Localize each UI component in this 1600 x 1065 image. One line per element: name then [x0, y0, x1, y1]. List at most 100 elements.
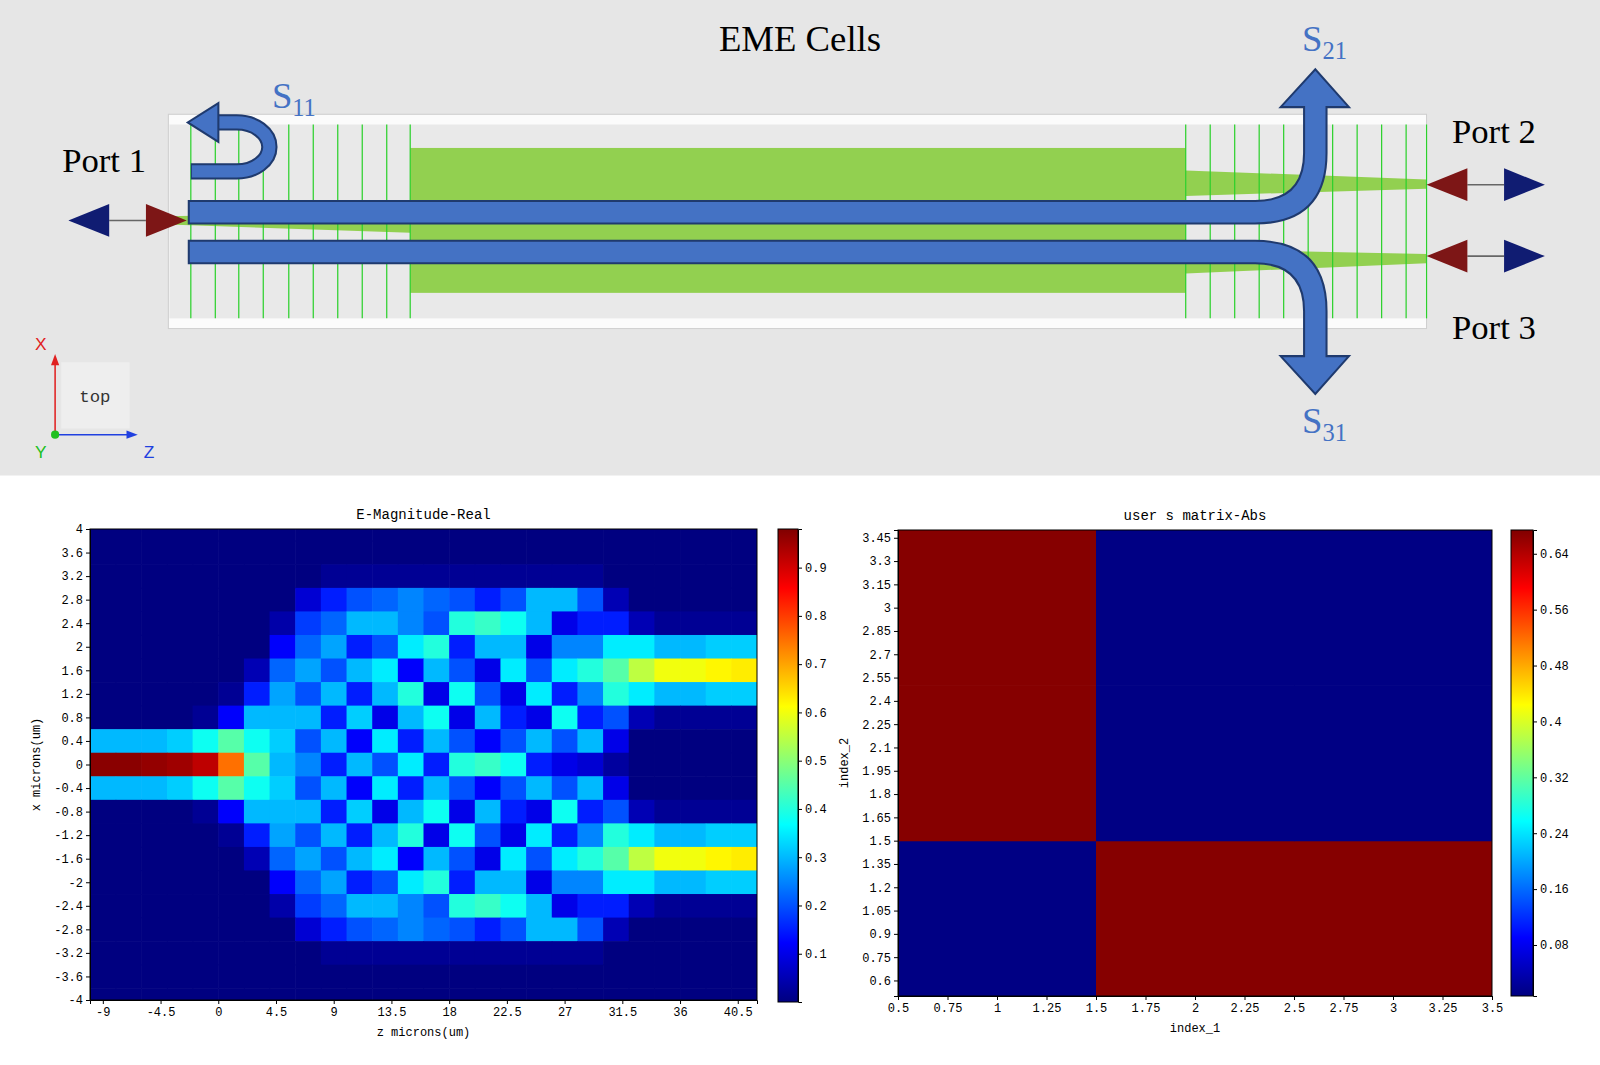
- heatmap-cell: [706, 611, 732, 635]
- heatmap-cell: [347, 776, 373, 800]
- tick-label: 0.8: [61, 712, 83, 726]
- heatmap-cell: [449, 847, 475, 871]
- heatmap-cell: [347, 800, 373, 824]
- heatmap-cell: [475, 529, 501, 541]
- heatmap-cell: [295, 847, 321, 871]
- heatmap-cell: [295, 635, 321, 659]
- tick-label: 0.75: [934, 1002, 963, 1016]
- y-tick: 3.2: [61, 570, 90, 584]
- heatmap-cell: [372, 729, 398, 753]
- heatmap-cell: [500, 588, 526, 612]
- y-tick: -2: [69, 877, 90, 891]
- tick-mark: [1533, 833, 1537, 834]
- heatmap-cell: [321, 918, 347, 942]
- chart-title: user s matrix-Abs: [1124, 508, 1267, 524]
- tick-label: 1.2: [61, 688, 83, 702]
- eme-cell-boundary: [1406, 124, 1407, 318]
- heatmap-cell: [731, 729, 757, 753]
- tick-label: 0.4: [805, 803, 827, 817]
- heatmap-cell: [603, 682, 629, 706]
- axis-line: [86, 530, 91, 1001]
- heatmap-cell: [706, 753, 732, 777]
- reflection-arrow-head: [188, 103, 219, 142]
- tick-label: 4: [76, 523, 83, 537]
- heatmap-cell: [424, 753, 450, 777]
- y-tick: 1.8: [869, 788, 898, 802]
- heatmap-cell: [141, 847, 167, 871]
- heatmap-cell: [629, 918, 655, 942]
- y-tick: 3.45: [862, 532, 898, 546]
- heatmap-cell: [577, 729, 603, 753]
- heatmap-cell: [90, 611, 116, 635]
- tick-mark: [86, 670, 90, 671]
- tick-mark: [894, 841, 898, 842]
- tick-label: -0.8: [54, 806, 83, 820]
- tick-mark: [1492, 996, 1493, 1000]
- tick-label: 2.4: [869, 695, 891, 709]
- heatmap-cell: [577, 918, 603, 942]
- y-tick: -2.8: [54, 924, 90, 938]
- heatmap-cell: [193, 894, 219, 918]
- tick-mark: [798, 954, 802, 955]
- tick-label: 1.2: [869, 882, 891, 896]
- tick-mark: [798, 712, 802, 713]
- y-tick: 3.15: [862, 579, 898, 593]
- heatmap-cell: [244, 776, 270, 800]
- heatmap-cell: [116, 776, 142, 800]
- heatmap-cell: [244, 588, 270, 612]
- heatmap-cell: [347, 564, 373, 588]
- heatmap-cell: [167, 635, 193, 659]
- heatmap-cell: [706, 635, 732, 659]
- heatmap-cell: [218, 988, 244, 1000]
- tick-label: 40.5: [724, 1006, 753, 1020]
- heatmap-cell: [552, 588, 578, 612]
- heatmap-cell: [500, 965, 526, 989]
- heatmap-cell: [424, 611, 450, 635]
- heatmap-cell: [552, 870, 578, 894]
- y-tick: 2.1: [869, 742, 898, 756]
- heatmap-panel: 0.50.7511.251.51.7522.252.52.7533.253.50…: [838, 508, 1569, 1036]
- heatmap-cell: [654, 918, 680, 942]
- heatmap-cell: [654, 564, 680, 588]
- heatmap-cell: [706, 965, 732, 989]
- heatmap-cell: [603, 800, 629, 824]
- heatmap-cell: [449, 588, 475, 612]
- heatmap-cell: [90, 965, 116, 989]
- heatmap-cell: [398, 635, 424, 659]
- heatmap-cell: [398, 965, 424, 989]
- heatmap-cell: [218, 800, 244, 824]
- tick-mark: [507, 1000, 508, 1004]
- heatmap-cell: [424, 894, 450, 918]
- heatmap-cell: [398, 529, 424, 541]
- tick-mark: [218, 1000, 219, 1004]
- heatmap-cell: [577, 847, 603, 871]
- tick-mark: [894, 654, 898, 655]
- heatmap-cell: [270, 894, 296, 918]
- heatmap-cell: [680, 753, 706, 777]
- tick-label: 3: [1390, 1002, 1397, 1016]
- heatmap-cell: [398, 682, 424, 706]
- heatmap-cell: [552, 800, 578, 824]
- heatmap-cell: [218, 941, 244, 965]
- heatmap-cell: [372, 635, 398, 659]
- heatmap-cell: [526, 988, 552, 1000]
- x-tick: 1.25: [1033, 996, 1062, 1016]
- heatmap-cell: [500, 988, 526, 1000]
- heatmap-cell: [244, 941, 270, 965]
- heatmap-cell: [141, 659, 167, 683]
- heatmap-cell: [398, 541, 424, 565]
- heatmap-cell: [321, 611, 347, 635]
- heatmap-cell: [449, 611, 475, 635]
- heatmap-cell: [475, 564, 501, 588]
- heatmap-cell: [706, 988, 732, 1000]
- heatmap-cell: [577, 564, 603, 588]
- heatmap-cell: [167, 965, 193, 989]
- tick-mark: [1533, 666, 1537, 667]
- heatmap-cell: [347, 941, 373, 965]
- x-tick: 27: [558, 1000, 572, 1020]
- x-tick: 2.75: [1330, 996, 1359, 1016]
- heatmap-cell: [218, 611, 244, 635]
- heatmap-cell: [141, 870, 167, 894]
- heatmap-cell: [603, 611, 629, 635]
- tick-mark: [1533, 721, 1537, 722]
